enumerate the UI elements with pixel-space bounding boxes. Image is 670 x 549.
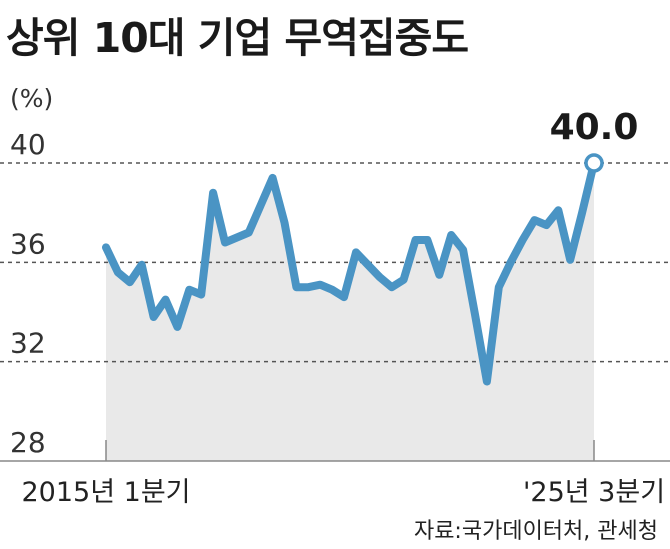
x-tick-label-start: 2015년 1분기 [22,477,191,508]
y-axis-ticks: 28 32 36 40 [10,128,46,459]
y-tick-label: 40 [10,128,46,161]
chart-title: 상위 10대 기업 무역집중도 [6,14,469,62]
area-fill [106,163,594,461]
y-tick-label: 36 [10,227,46,260]
source-note: 자료:국가데이터처, 관세청 [413,519,658,544]
end-value-label: 40.0 [550,107,639,148]
y-axis-unit: (%) [10,84,54,113]
end-point-marker [584,153,604,173]
y-tick-label: 28 [10,426,46,459]
y-tick-label: 32 [10,327,46,360]
series-line [102,159,598,386]
x-tick-label-end: '25년 3분기 [523,477,665,508]
